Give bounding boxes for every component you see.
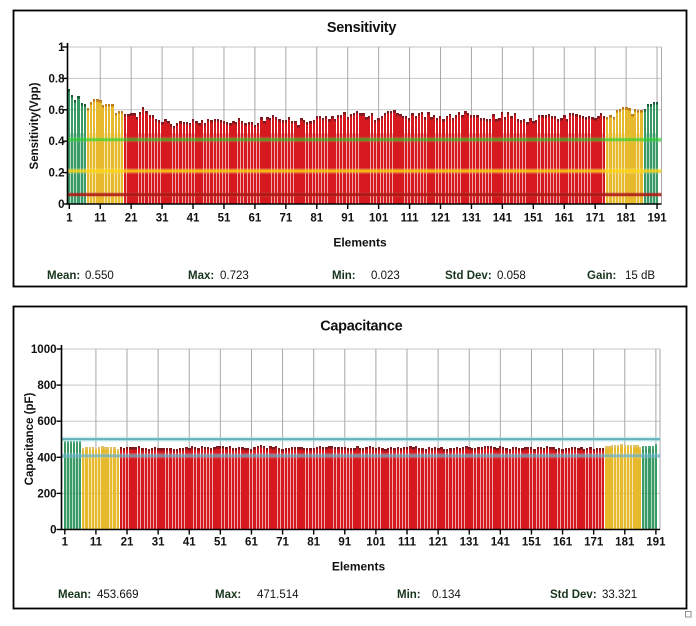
svg-text:600: 600 — [37, 416, 56, 428]
svg-text:0.550: 0.550 — [85, 270, 114, 282]
svg-text:51: 51 — [218, 213, 231, 225]
svg-text:0.023: 0.023 — [371, 270, 400, 282]
svg-text:21: 21 — [125, 213, 138, 225]
svg-text:151: 151 — [522, 537, 542, 549]
svg-text:181: 181 — [615, 537, 635, 549]
svg-text:0.6: 0.6 — [49, 105, 65, 117]
svg-text:453.669: 453.669 — [97, 589, 139, 601]
svg-text:0.723: 0.723 — [220, 270, 249, 282]
svg-text:71: 71 — [276, 537, 289, 549]
svg-text:Max:: Max: — [188, 270, 214, 282]
svg-text:0.2: 0.2 — [49, 168, 65, 180]
svg-text:Min:: Min: — [397, 589, 421, 601]
svg-text:200: 200 — [37, 488, 56, 500]
svg-text:Elements: Elements — [333, 236, 387, 250]
svg-text:101: 101 — [369, 213, 389, 225]
svg-text:33.321: 33.321 — [602, 589, 637, 601]
svg-text:Mean:: Mean: — [58, 589, 91, 601]
svg-text:0.134: 0.134 — [432, 589, 461, 601]
svg-text:0.058: 0.058 — [497, 270, 526, 282]
svg-text:71: 71 — [279, 213, 292, 225]
svg-text:61: 61 — [245, 537, 258, 549]
svg-text:101: 101 — [366, 537, 386, 549]
svg-text:0.4: 0.4 — [49, 136, 66, 148]
svg-text:161: 161 — [553, 537, 573, 549]
svg-text:191: 191 — [647, 213, 667, 225]
svg-text:81: 81 — [310, 213, 323, 225]
svg-text:0.8: 0.8 — [49, 73, 66, 85]
svg-text:81: 81 — [307, 537, 320, 549]
svg-text:131: 131 — [462, 213, 482, 225]
svg-text:51: 51 — [214, 537, 227, 549]
svg-text:121: 121 — [429, 537, 449, 549]
svg-text:Std Dev:: Std Dev: — [445, 270, 492, 282]
svg-text:0: 0 — [50, 525, 56, 537]
svg-text:1000: 1000 — [31, 344, 57, 356]
svg-text:471.514: 471.514 — [257, 589, 299, 601]
svg-text:0: 0 — [58, 199, 64, 211]
svg-text:21: 21 — [121, 537, 134, 549]
svg-text:161: 161 — [555, 213, 575, 225]
svg-text:131: 131 — [460, 537, 480, 549]
svg-text:1: 1 — [58, 42, 65, 54]
svg-text:15 dB: 15 dB — [625, 270, 655, 282]
svg-text:171: 171 — [586, 213, 606, 225]
svg-text:181: 181 — [617, 213, 637, 225]
svg-text:Sensitivity: Sensitivity — [327, 20, 396, 36]
svg-text:141: 141 — [493, 213, 513, 225]
svg-text:800: 800 — [37, 380, 56, 392]
svg-text:31: 31 — [152, 537, 165, 549]
svg-text:Elements: Elements — [332, 559, 386, 573]
svg-text:Capacitance (pF): Capacitance (pF) — [24, 393, 36, 486]
svg-text:31: 31 — [156, 213, 169, 225]
svg-text:400: 400 — [37, 452, 56, 464]
svg-text:91: 91 — [341, 213, 354, 225]
svg-text:41: 41 — [183, 537, 196, 549]
svg-text:141: 141 — [491, 537, 511, 549]
svg-text:121: 121 — [431, 213, 451, 225]
svg-text:Capacitance: Capacitance — [320, 319, 402, 335]
svg-text:41: 41 — [187, 213, 200, 225]
svg-text:Gain:: Gain: — [587, 270, 616, 282]
svg-text:191: 191 — [646, 537, 666, 549]
svg-text:11: 11 — [94, 213, 107, 225]
svg-text:111: 111 — [398, 537, 417, 549]
svg-text:Std Dev:: Std Dev: — [550, 589, 597, 601]
svg-text:91: 91 — [338, 537, 351, 549]
svg-text:Mean:: Mean: — [47, 270, 80, 282]
svg-text:61: 61 — [249, 213, 262, 225]
svg-text:Sensitivity(Vpp): Sensitivity(Vpp) — [29, 82, 41, 169]
svg-text:Max:: Max: — [215, 589, 241, 601]
svg-text:111: 111 — [401, 213, 420, 225]
svg-text:11: 11 — [90, 537, 103, 549]
svg-text:1: 1 — [62, 537, 69, 549]
svg-text:171: 171 — [584, 537, 604, 549]
svg-text:Min:: Min: — [332, 270, 356, 282]
svg-text:1: 1 — [66, 213, 73, 225]
svg-text:151: 151 — [524, 213, 544, 225]
